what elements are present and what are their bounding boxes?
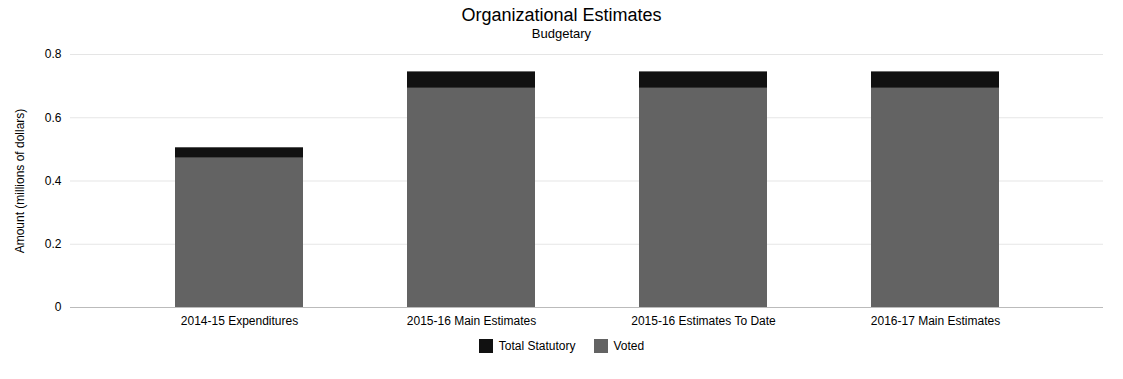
svg-text:0.2: 0.2 — [45, 237, 62, 251]
svg-text:2015-16 Estimates To Date: 2015-16 Estimates To Date — [631, 314, 776, 328]
svg-text:0.6: 0.6 — [45, 111, 62, 125]
svg-text:2014-15 Expenditures: 2014-15 Expenditures — [181, 314, 298, 328]
svg-text:2016-17 Main Estimates: 2016-17 Main Estimates — [871, 314, 1000, 328]
html-text:Total Statutory: Total Statutory — [498, 339, 576, 353]
svg-text:Amount (millions of dollars): Amount (millions of dollars) — [13, 109, 27, 254]
html-text:Organizational Estimates: Organizational Estimates — [461, 5, 662, 25]
svg-text:2015-16 Main Estimates: 2015-16 Main Estimates — [407, 314, 536, 328]
svg-text:0.8: 0.8 — [45, 47, 62, 61]
html-text:Budgetary: Budgetary — [531, 26, 592, 41]
svg-text:0: 0 — [55, 300, 62, 314]
html-text:Voted: Voted — [613, 339, 645, 353]
svg-text:0.4: 0.4 — [45, 174, 62, 188]
